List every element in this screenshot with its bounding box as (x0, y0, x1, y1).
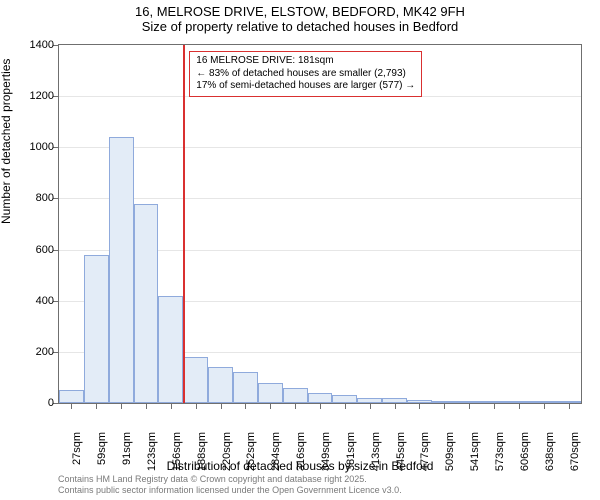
histogram-bar (109, 137, 134, 403)
y-tick-label: 800 (14, 192, 54, 204)
plot-area: 16 MELROSE DRIVE: 181sqm ← 83% of detach… (58, 44, 582, 404)
y-tick-label: 0 (14, 397, 54, 409)
x-tick-mark (444, 404, 445, 409)
histogram-bar (556, 401, 581, 403)
x-tick-label: 606sqm (519, 432, 531, 482)
histogram-bar (84, 255, 109, 403)
histogram-bar (233, 372, 258, 403)
histogram-bar (531, 401, 556, 403)
histogram-bar (332, 395, 357, 403)
x-tick-mark (245, 404, 246, 409)
x-tick-mark (419, 404, 420, 409)
x-tick-mark (121, 404, 122, 409)
x-tick-label: 638sqm (544, 432, 556, 482)
annotation-line1: 16 MELROSE DRIVE: 181sqm (196, 55, 415, 68)
footer-line1: Contains HM Land Registry data © Crown c… (58, 474, 402, 485)
x-tick-mark (171, 404, 172, 409)
x-tick-mark (71, 404, 72, 409)
gridline (59, 198, 581, 199)
title-line1: 16, MELROSE DRIVE, ELSTOW, BEDFORD, MK42… (0, 4, 600, 19)
y-tick-label: 600 (14, 244, 54, 256)
x-tick-mark (295, 404, 296, 409)
annotation-line2: ← 83% of detached houses are smaller (2,… (196, 68, 415, 81)
chart-container: 16, MELROSE DRIVE, ELSTOW, BEDFORD, MK42… (0, 0, 600, 500)
x-tick-label: 509sqm (444, 432, 456, 482)
y-tick-label: 200 (14, 346, 54, 358)
x-tick-mark (370, 404, 371, 409)
y-tick-label: 1000 (14, 141, 54, 153)
histogram-bar (283, 388, 308, 403)
y-tick-label: 1400 (14, 39, 54, 51)
title-line2: Size of property relative to detached ho… (0, 19, 600, 34)
annotation-line3: 17% of semi-detached houses are larger (… (196, 80, 415, 93)
x-tick-label: 477sqm (419, 432, 431, 482)
histogram-bar (258, 383, 283, 403)
y-axis-label: Number of detached properties (0, 59, 13, 224)
x-tick-mark (569, 404, 570, 409)
x-tick-mark (196, 404, 197, 409)
x-tick-label: 573sqm (494, 432, 506, 482)
x-axis-label: Distribution of detached houses by size … (0, 459, 600, 473)
x-tick-label: 541sqm (469, 432, 481, 482)
x-tick-mark (519, 404, 520, 409)
histogram-bar (158, 296, 183, 403)
y-tick-label: 1200 (14, 90, 54, 102)
histogram-bar (59, 390, 84, 403)
histogram-bar (457, 401, 482, 403)
x-tick-label: 670sqm (569, 432, 581, 482)
annotation-box: 16 MELROSE DRIVE: 181sqm ← 83% of detach… (189, 51, 422, 97)
histogram-bar (382, 398, 407, 403)
histogram-bar (482, 401, 507, 403)
x-tick-mark (146, 404, 147, 409)
histogram-bar (506, 401, 531, 403)
reference-line (183, 45, 185, 403)
histogram-bar (134, 204, 159, 403)
y-tick-label: 400 (14, 295, 54, 307)
x-tick-mark (345, 404, 346, 409)
x-tick-mark (494, 404, 495, 409)
x-tick-mark (469, 404, 470, 409)
x-tick-mark (320, 404, 321, 409)
histogram-bar (308, 393, 333, 403)
footer-line2: Contains public sector information licen… (58, 485, 402, 496)
histogram-bar (432, 401, 457, 403)
gridline (59, 147, 581, 148)
x-tick-mark (221, 404, 222, 409)
footer: Contains HM Land Registry data © Crown c… (58, 474, 402, 496)
histogram-bar (183, 357, 208, 403)
x-tick-mark (270, 404, 271, 409)
histogram-bar (208, 367, 233, 403)
histogram-bar (357, 398, 382, 403)
x-tick-mark (96, 404, 97, 409)
x-tick-mark (395, 404, 396, 409)
x-tick-mark (544, 404, 545, 409)
histogram-bar (407, 400, 432, 403)
title-block: 16, MELROSE DRIVE, ELSTOW, BEDFORD, MK42… (0, 4, 600, 34)
